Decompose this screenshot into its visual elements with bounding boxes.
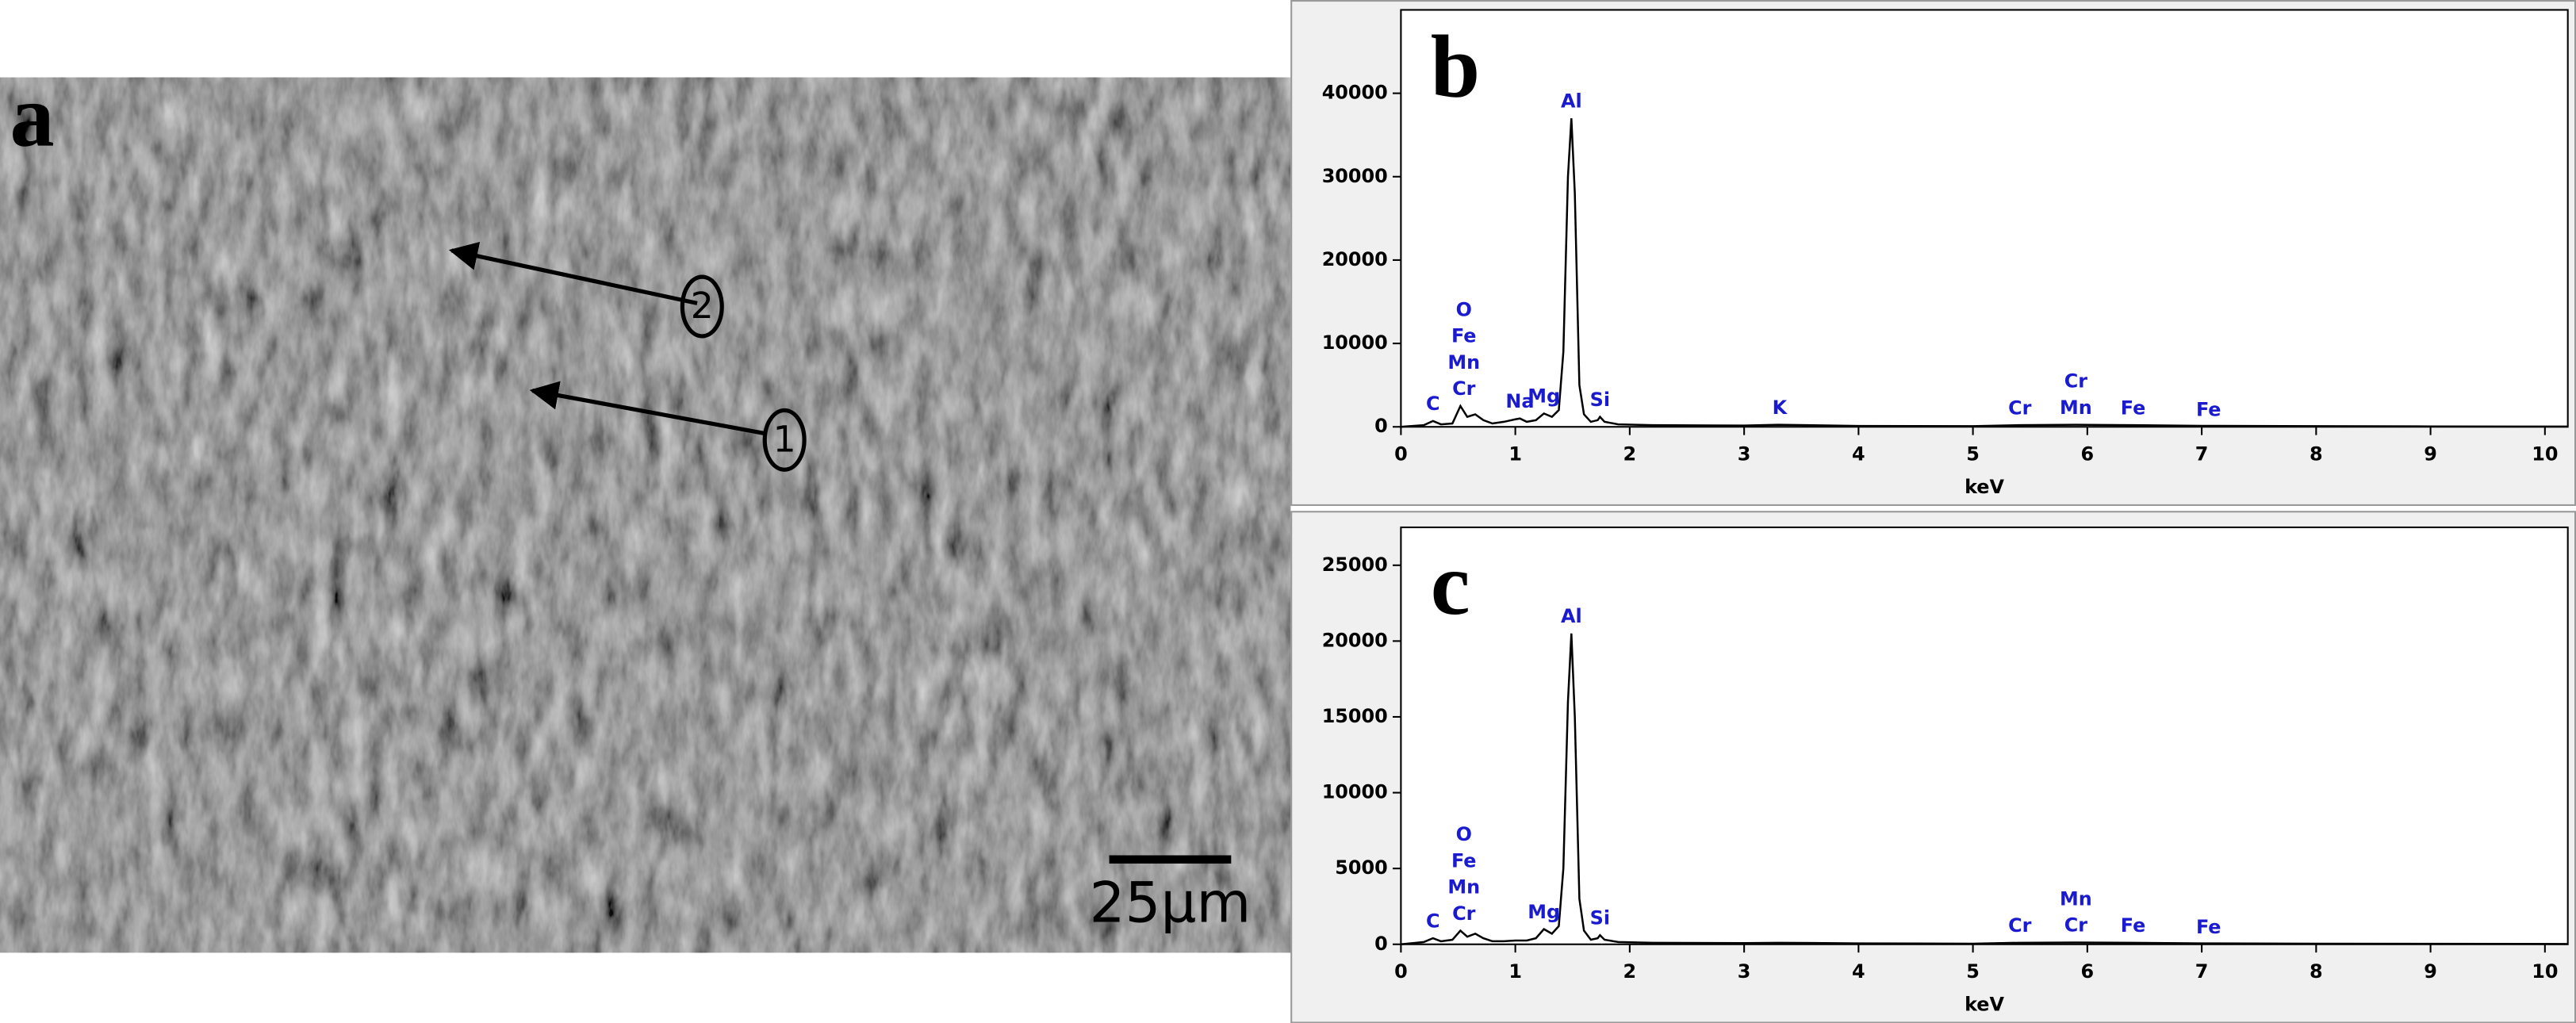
peak-label: C (1426, 910, 1440, 932)
peak-label: Si (1590, 906, 1610, 929)
peak-label: Cr (2008, 397, 2032, 419)
peak-label: Mn (1447, 876, 1480, 898)
peak-label: Fe (2121, 914, 2146, 937)
peak-label: C (1426, 393, 1440, 415)
peak-label: Cr (2064, 370, 2088, 393)
panel-label: a (10, 67, 54, 166)
x-tick-label: 7 (2195, 960, 2209, 983)
x-tick-label: 4 (1852, 960, 1865, 983)
x-tick-label: 5 (1966, 960, 1980, 983)
panel-label: c (1431, 535, 1470, 634)
y-tick-label: 30000 (1322, 165, 1388, 187)
peak-label: Mg (1528, 901, 1560, 923)
y-tick-label: 5000 (1335, 856, 1387, 879)
x-tick-label: 10 (2532, 960, 2558, 983)
x-tick-label: 0 (1394, 443, 1408, 466)
y-tick-label: 40000 (1322, 82, 1388, 104)
peak-label: K (1773, 397, 1788, 419)
x-tick-label: 1 (1508, 960, 1522, 983)
x-axis-label: keV (1965, 476, 2004, 498)
peak-label: Cr (2008, 914, 2032, 937)
arrow (448, 241, 698, 305)
x-tick-label: 4 (1852, 443, 1865, 466)
peak-label: Al (1561, 90, 1582, 112)
panel-label: b (1431, 17, 1480, 116)
x-tick-label: 6 (2081, 960, 2095, 983)
x-tick-label: 8 (2310, 443, 2323, 466)
spectrum-line (1401, 633, 2568, 945)
y-tick-label: 15000 (1322, 705, 1388, 727)
marker-circle (680, 274, 724, 339)
marker-label: 1 (773, 418, 796, 460)
x-axis-label: keV (1965, 994, 2004, 1016)
peak-label: Cr (2064, 914, 2088, 937)
peak-label: Na (1505, 390, 1534, 412)
spectrum-chart: 0 5000 10000 15000 20000 25000 0 1 2 3 4 5 6 7 8 9 10 keV… (1290, 511, 2576, 1023)
peak-label: O (1456, 823, 1472, 845)
x-tick-label: 9 (2424, 443, 2437, 466)
peak-label: Fe (2121, 397, 2146, 419)
x-tick-label: 9 (2424, 960, 2437, 983)
peak-label: Cr (1452, 377, 1476, 400)
y-tick-label: 0 (1374, 933, 1388, 955)
x-tick-label: 7 (2195, 443, 2209, 466)
peak-label: Mn (1447, 351, 1480, 374)
x-tick-label: 0 (1394, 960, 1408, 983)
marker-label: 2 (691, 285, 714, 327)
scale-bar (1109, 855, 1232, 864)
plot-area (1400, 9, 2569, 428)
y-tick-label: 20000 (1322, 248, 1388, 270)
marker-circle (762, 408, 807, 472)
peak-label: Cr (1452, 902, 1476, 925)
y-tick-label: 10000 (1322, 781, 1388, 803)
y-tick-label: 25000 (1322, 554, 1388, 576)
x-tick-label: 3 (1738, 443, 1751, 466)
x-tick-label: 2 (1623, 960, 1637, 983)
x-tick-label: 3 (1738, 960, 1751, 983)
x-tick-label: 6 (2081, 443, 2095, 466)
peak-label: Fe (1451, 849, 1477, 872)
sem-panel: a 2 1 25μm (0, 67, 1291, 953)
peak-label: Fe (2196, 398, 2221, 420)
sem-image (0, 77, 1291, 953)
peak-label: O (1456, 298, 1472, 320)
arrow (529, 381, 765, 436)
x-tick-label: 8 (2310, 960, 2323, 983)
spectrum-line (1401, 118, 2568, 428)
y-tick-label: 10000 (1322, 331, 1388, 354)
peak-label: Mn (2060, 397, 2092, 419)
x-tick-label: 5 (1966, 443, 1980, 466)
peak-label: Mg (1528, 385, 1560, 408)
peak-label: Mn (2060, 887, 2092, 910)
scale-bar-label: 25μm (1090, 869, 1252, 935)
y-tick-label: 20000 (1322, 629, 1388, 651)
peak-label: Al (1561, 605, 1582, 627)
peak-label: Fe (1451, 325, 1477, 347)
y-tick-label: 0 (1374, 415, 1388, 437)
x-tick-label: 1 (1508, 443, 1522, 466)
x-tick-label: 10 (2532, 443, 2558, 466)
peak-label: Fe (2196, 916, 2221, 938)
peak-label: Si (1590, 389, 1610, 411)
x-tick-label: 2 (1623, 443, 1637, 466)
